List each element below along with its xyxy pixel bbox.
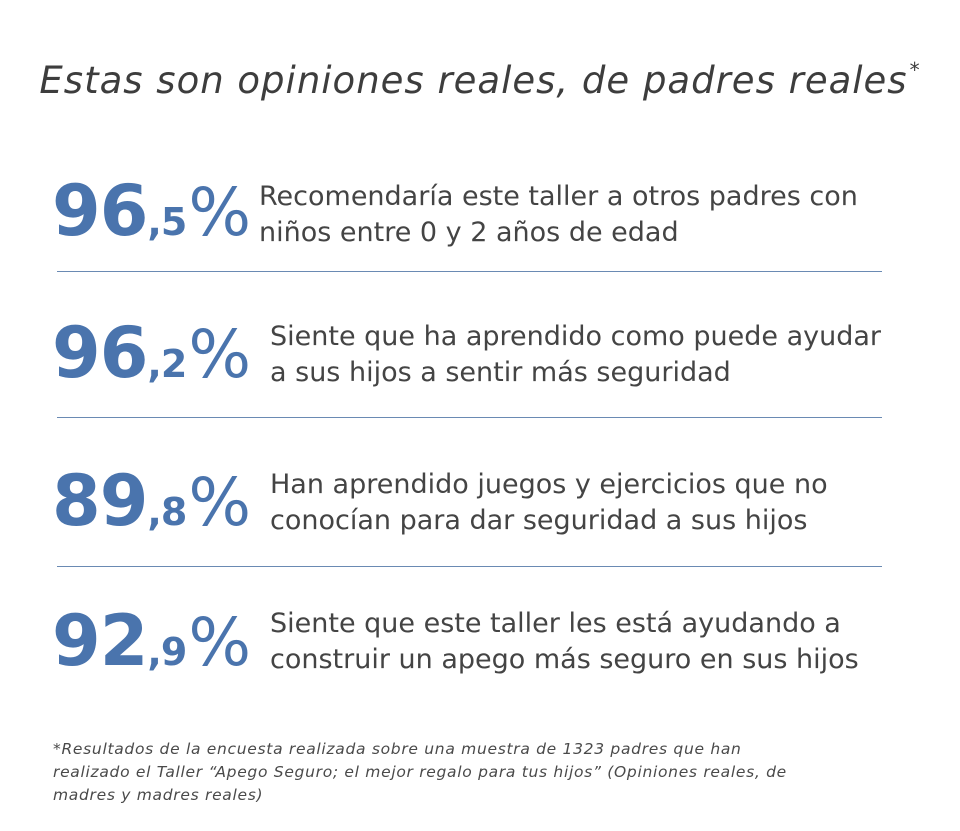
stat-integer: 96 xyxy=(52,170,148,252)
stat-percent-sign: % xyxy=(188,174,251,251)
stat-description-2: Siente que ha aprendido como puede ayuda… xyxy=(270,319,881,391)
stat-description-line: Han aprendido juegos y ejercicios que no xyxy=(270,469,828,500)
divider xyxy=(57,417,882,418)
stat-description-line: conocían para dar seguridad a sus hijos xyxy=(270,505,808,536)
stat-description-line: a sus hijos a sentir más seguridad xyxy=(270,357,731,388)
stat-percent-sign: % xyxy=(188,316,251,393)
stat-percentage-1: 96,5% xyxy=(52,170,251,252)
stat-description-line: Siente que este taller les está ayudando… xyxy=(270,608,841,639)
page-title: Estas son opiniones reales, de padres re… xyxy=(0,58,960,102)
footnote-line: realizado el Taller “Apego Seguro; el me… xyxy=(53,763,787,781)
stat-description-line: construir un apego más seguro en sus hij… xyxy=(270,644,859,675)
stat-percentage-3: 89,8% xyxy=(52,460,251,542)
stat-percent-sign: % xyxy=(188,604,251,681)
stat-percentage-2: 96,2% xyxy=(52,312,251,394)
stat-description-1: Recomendaría este taller a otros padres … xyxy=(259,179,858,251)
stat-description-line: Siente que ha aprendido como puede ayuda… xyxy=(270,321,882,352)
stat-decimal: ,5 xyxy=(147,200,187,244)
title-asterisk: * xyxy=(909,58,921,82)
stat-decimal: ,8 xyxy=(147,490,187,534)
stat-decimal: ,9 xyxy=(147,630,187,674)
stat-description-4: Siente que este taller les está ayudando… xyxy=(270,606,859,678)
footnote: *Resultados de la encuesta realizada sob… xyxy=(53,738,923,807)
footnote-line: madres y madres reales) xyxy=(53,786,264,804)
stat-description-3: Han aprendido juegos y ejercicios que no… xyxy=(270,467,828,539)
stat-description-line: Recomendaría este taller a otros padres … xyxy=(259,181,858,212)
divider xyxy=(57,566,882,567)
stat-percent-sign: % xyxy=(188,464,251,541)
stat-decimal: ,2 xyxy=(147,342,187,386)
stat-percentage-4: 92,9% xyxy=(52,600,251,682)
stat-description-line: niños entre 0 y 2 años de edad xyxy=(259,217,679,248)
footnote-line: *Resultados de la encuesta realizada sob… xyxy=(53,740,742,758)
stat-integer: 96 xyxy=(52,312,148,394)
stat-integer: 89 xyxy=(52,460,148,542)
stat-integer: 92 xyxy=(52,600,148,682)
divider xyxy=(57,271,882,272)
page-title-text: Estas son opiniones reales, de padres re… xyxy=(39,59,908,102)
